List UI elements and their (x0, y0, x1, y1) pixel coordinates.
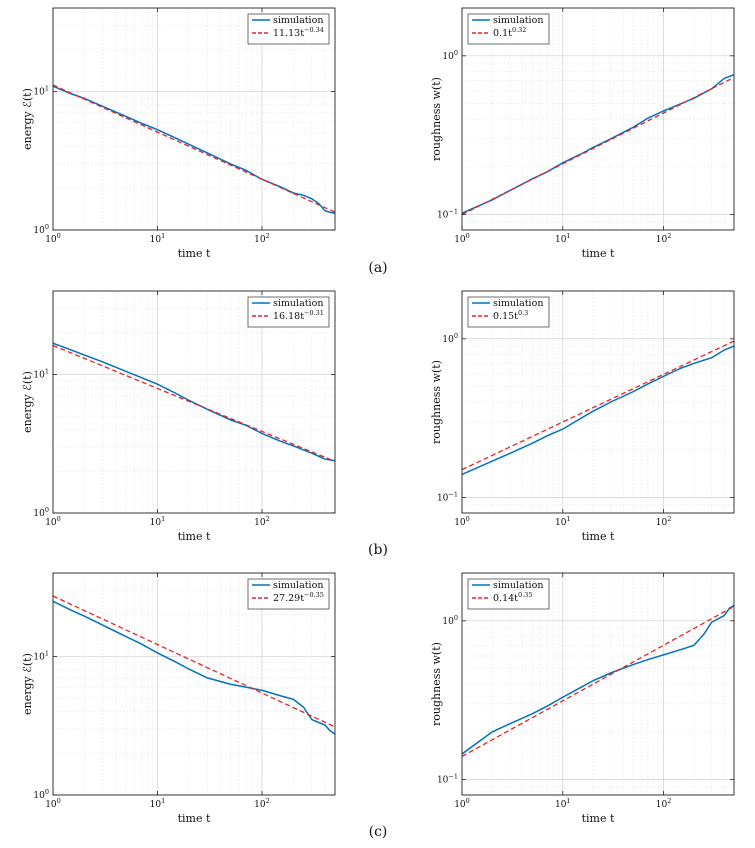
x-tick-label: 102 (656, 515, 672, 528)
y-axis-label: roughness w(t) (430, 77, 443, 161)
axes-frame (52, 290, 336, 514)
x-tick-label: 102 (254, 797, 270, 810)
legend-entry: simulation (273, 15, 323, 26)
x-tick-label: 102 (254, 232, 270, 245)
x-axis-label: time t (178, 530, 211, 543)
legend-entry: simulation (273, 580, 323, 591)
fit-line (462, 605, 734, 757)
legend-entry: simulation (493, 580, 543, 591)
simulation-line (462, 345, 734, 476)
fit-line (53, 84, 335, 213)
simulation-line (53, 600, 335, 735)
x-axis-label: time t (582, 247, 615, 260)
legend-entry: simulation (493, 298, 543, 309)
x-tick-label: 100 (454, 232, 470, 245)
x-axis-label: time t (582, 530, 615, 543)
x-tick-label: 101 (555, 515, 571, 528)
y-tick-label: 101 (33, 649, 49, 662)
legend-box (467, 578, 550, 610)
simulation-line (462, 604, 734, 755)
x-tick-label: 101 (555, 797, 571, 810)
chart-a-roughness: 100 101 102 10−1 100 time t roughness w(t) simu… (430, 7, 735, 260)
panel-label: (c) (369, 824, 388, 840)
panel-label: (b) (368, 542, 388, 558)
y-axis-label: roughness w(t) (430, 360, 443, 444)
y-axis-label: energy ℰ(t) (21, 88, 34, 150)
x-tick-label: 100 (45, 797, 61, 810)
x-axis-label: time t (178, 247, 211, 260)
x-tick-label: 102 (656, 232, 672, 245)
fit-line (53, 344, 335, 463)
legend-entry: simulation (493, 15, 543, 26)
x-tick-label: 101 (150, 232, 166, 245)
legend-entry: simulation (273, 298, 323, 309)
x-tick-label: 100 (454, 515, 470, 528)
axes-frame (52, 572, 336, 796)
y-axis-label: energy ℰ(t) (21, 371, 34, 433)
y-tick-label: 10−1 (437, 773, 458, 786)
y-tick-label: 100 (442, 332, 458, 345)
simulation-line (462, 74, 734, 214)
fit-line (462, 340, 734, 471)
axes-frame (461, 7, 735, 231)
axes-frame (461, 572, 735, 796)
legend-box (247, 13, 330, 45)
x-tick-label: 101 (150, 515, 166, 528)
x-tick-label: 100 (45, 515, 61, 528)
legend-box (247, 296, 330, 328)
chart-b-roughness: 100 101 102 10−1 100 time t roughness w(t) simu… (430, 290, 735, 543)
fit-line (53, 595, 335, 728)
x-axis-label: time t (582, 812, 615, 825)
simulation-line (53, 85, 335, 215)
x-tick-label: 101 (555, 232, 571, 245)
y-tick-label: 10−1 (437, 208, 458, 221)
axes-frame (461, 290, 735, 514)
x-tick-label: 101 (150, 797, 166, 810)
y-tick-label: 101 (33, 367, 49, 380)
legend-box (467, 13, 550, 45)
y-tick-label: 100 (442, 614, 458, 627)
x-tick-label: 102 (254, 515, 270, 528)
legend-box (467, 296, 550, 328)
axes-frame (52, 7, 336, 231)
x-tick-label: 100 (45, 232, 61, 245)
y-axis-label: roughness w(t) (430, 642, 443, 726)
simulation-line (53, 342, 335, 462)
panel-label: (a) (368, 260, 387, 276)
x-tick-label: 100 (454, 797, 470, 810)
fit-line (462, 76, 734, 216)
y-tick-label: 10−1 (437, 491, 458, 504)
y-tick-label: 101 (33, 84, 49, 97)
y-axis-label: energy ℰ(t) (21, 653, 34, 715)
x-tick-label: 102 (656, 797, 672, 810)
y-tick-label: 100 (442, 49, 458, 62)
chart-c-roughness: 100 101 102 10−1 100 time t roughness w(t) simu… (430, 572, 735, 825)
legend-box (247, 578, 330, 610)
x-axis-label: time t (178, 812, 211, 825)
